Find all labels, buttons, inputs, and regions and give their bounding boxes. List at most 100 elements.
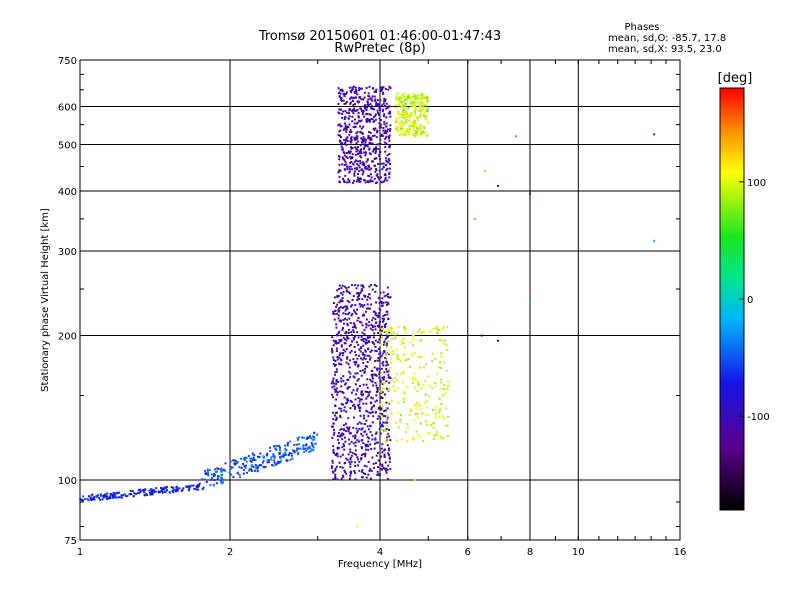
data-point	[291, 449, 294, 452]
data-point	[420, 109, 423, 112]
data-point	[345, 286, 348, 289]
data-point	[381, 88, 384, 91]
data-point	[262, 455, 265, 458]
data-point	[363, 91, 366, 94]
data-point	[310, 437, 313, 440]
data-point	[425, 110, 428, 113]
data-point	[403, 95, 406, 98]
data-point	[339, 299, 342, 302]
data-point	[397, 426, 400, 429]
data-point	[416, 402, 419, 405]
data-point	[339, 92, 342, 95]
data-point	[344, 139, 347, 142]
data-point	[240, 457, 243, 460]
data-point	[352, 435, 355, 438]
data-point	[370, 97, 373, 100]
data-point	[406, 130, 409, 133]
data-point	[480, 334, 483, 337]
data-point	[441, 339, 444, 342]
data-point	[440, 366, 443, 369]
data-point	[354, 354, 357, 357]
data-point	[337, 102, 340, 105]
data-point	[277, 444, 280, 447]
data-point	[348, 109, 351, 112]
data-point	[446, 326, 449, 329]
data-point	[400, 113, 403, 116]
data-point	[278, 453, 281, 456]
data-point	[338, 319, 341, 322]
data-point	[387, 135, 390, 138]
data-point	[242, 462, 245, 465]
data-point	[341, 88, 344, 91]
y-tick-label: 100	[58, 476, 77, 487]
data-point	[356, 404, 359, 407]
data-point	[364, 144, 367, 147]
data-point	[379, 432, 382, 435]
data-point	[311, 444, 314, 447]
data-point	[360, 458, 363, 461]
data-point	[407, 107, 410, 110]
data-point	[348, 133, 351, 136]
data-point	[254, 463, 257, 466]
data-point	[342, 290, 345, 293]
data-point	[374, 318, 377, 321]
data-point	[402, 116, 405, 119]
data-point	[378, 117, 381, 120]
data-point	[398, 97, 401, 100]
data-point	[374, 345, 377, 348]
x-tick-label: 1	[77, 547, 83, 558]
data-point	[336, 289, 339, 292]
data-point	[347, 438, 350, 441]
data-point	[313, 436, 316, 439]
data-point	[385, 125, 388, 128]
data-point	[412, 93, 415, 96]
data-point	[349, 458, 352, 461]
data-point	[222, 478, 225, 481]
data-point	[385, 322, 388, 325]
data-point	[263, 466, 266, 469]
data-point	[431, 327, 434, 330]
data-point	[366, 347, 369, 350]
data-point	[358, 180, 361, 183]
data-point	[344, 115, 347, 118]
data-point	[352, 85, 355, 88]
data-point	[394, 377, 397, 380]
data-point	[433, 382, 436, 385]
data-point	[380, 300, 383, 303]
data-point	[368, 95, 371, 98]
data-point	[359, 305, 362, 308]
data-point	[353, 91, 356, 94]
data-point	[401, 94, 404, 97]
data-point	[332, 451, 335, 454]
data-point	[363, 417, 366, 420]
data-point	[383, 324, 386, 327]
data-point	[341, 147, 344, 150]
data-point	[403, 397, 406, 400]
data-point	[341, 453, 344, 456]
data-point	[435, 325, 438, 328]
data-point	[349, 140, 352, 143]
data-point	[146, 493, 149, 496]
data-point	[382, 414, 385, 417]
data-point	[343, 338, 346, 341]
data-point	[371, 438, 374, 441]
data-point	[367, 180, 370, 183]
data-point	[350, 137, 353, 140]
data-point	[311, 443, 314, 446]
data-point	[381, 465, 384, 468]
data-point	[349, 157, 352, 160]
data-point	[365, 402, 368, 405]
data-point	[388, 435, 391, 438]
data-point	[118, 496, 121, 499]
data-point	[347, 151, 350, 154]
data-point	[418, 404, 421, 407]
data-point	[337, 294, 340, 297]
data-point	[343, 122, 346, 125]
data-point	[350, 147, 353, 150]
data-point	[342, 318, 345, 321]
data-point	[409, 365, 412, 368]
data-point	[384, 150, 387, 153]
data-point	[220, 468, 223, 471]
data-point	[348, 292, 351, 295]
data-point	[420, 97, 423, 100]
